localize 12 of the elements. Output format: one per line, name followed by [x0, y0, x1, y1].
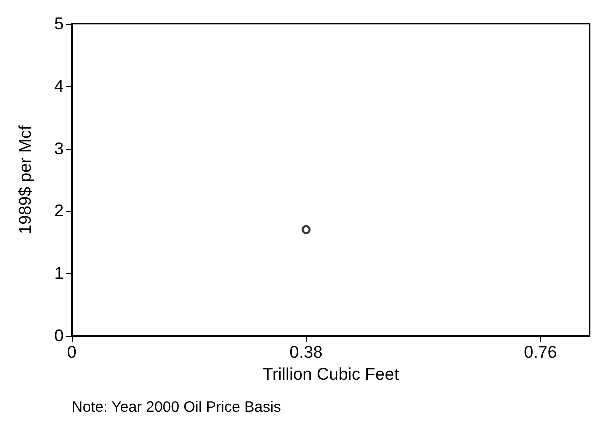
y-tick-label: 0 — [54, 326, 64, 346]
text: Note: Year 2000 Oil Price Basis — [72, 399, 282, 416]
y-tick-label: 2 — [54, 202, 64, 221]
x-tick-label: 0 — [67, 343, 77, 362]
y-tick-label: 3 — [54, 139, 64, 158]
y-tick-label: 1 — [54, 264, 64, 284]
y-tick-label: 5 — [54, 14, 64, 34]
y-axis-title: 1989$ per Mcf — [16, 125, 35, 234]
x-tick-label: 0.38 — [290, 343, 323, 362]
x-axis-title: Trillion Cubic Feet — [262, 364, 400, 384]
x-tick-label: 0.76 — [524, 343, 558, 362]
y-tick-label: 4 — [54, 76, 64, 96]
